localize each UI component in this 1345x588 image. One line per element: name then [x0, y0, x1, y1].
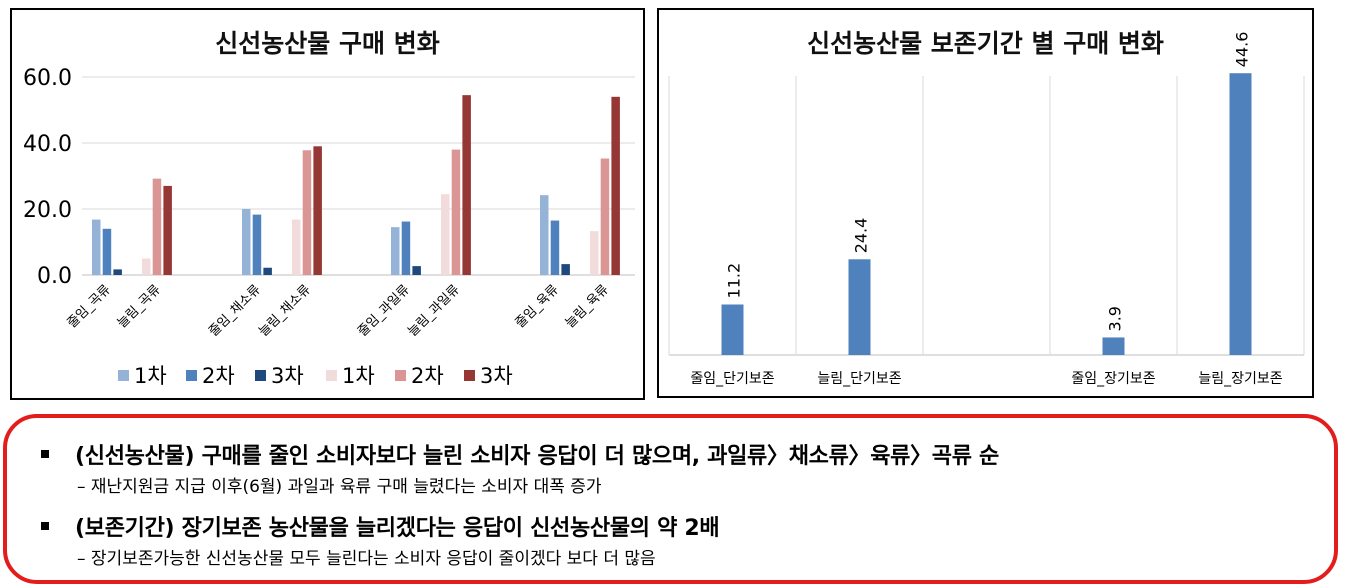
- bar-줄임_곡류-2차: [102, 228, 112, 275]
- legend-label: 2차: [202, 364, 235, 388]
- summary-box: (신선농산물) 구매를 줄인 소비자보다 늘린 소비자 응답이 더 많으며, 과…: [3, 414, 1338, 584]
- bar-늘림_과일류-2차: [451, 149, 461, 275]
- bar-늘림_채소류-3차: [313, 146, 322, 275]
- legend-label: 1차: [342, 364, 375, 388]
- bar-줄임_육류-2차: [550, 220, 560, 275]
- summary-point-2-sub: – 장기보존가능한 신선농산물 모두 늘린다는 소비자 응답이 줄이겠다 보다 …: [77, 549, 656, 569]
- bar-늘림_곡류-3차: [163, 185, 172, 275]
- data-label: 3.9: [1106, 306, 1125, 331]
- summary-point-1-text: (신선농산물) 구매를 줄인 소비자보다 늘린 소비자 응답이 더 많으며, 과…: [75, 444, 999, 469]
- summary-point-1-sub: – 재난지원금 지급 이후(6월) 과일과 육류 구매 늘렸다는 소비자 대폭 …: [77, 477, 602, 497]
- bar-늘림_육류-2차: [600, 158, 610, 275]
- bar-줄임_육류-1차: [540, 195, 549, 275]
- bar-줄임_장기보존: [1102, 337, 1125, 355]
- bar-줄임_채소류-2차: [252, 214, 262, 275]
- bar-줄임_채소류-3차: [263, 267, 272, 275]
- legend-swatch: [464, 370, 475, 381]
- legend-label: 2차: [411, 364, 444, 388]
- data-label: 24.4: [852, 218, 871, 254]
- x-category-label: 줄임_과일류: [355, 282, 413, 340]
- x-category-label: 늘림_육류: [563, 282, 612, 331]
- bar-늘림_육류-1차: [590, 231, 599, 275]
- legend-swatch: [186, 370, 197, 381]
- x-category-label: 늘림_과일류: [405, 282, 463, 340]
- x-category-label: 늘림_곡류: [115, 282, 164, 331]
- x-category-label: 줄임_채소류: [206, 282, 264, 340]
- right-chart-title: 신선농산물 보존기간 별 구매 변화: [807, 29, 1164, 58]
- summary-point-2-text: (보존기간) 장기보존 농산물을 늘리겠다는 응답이 신선농산물의 약 2배: [75, 516, 720, 541]
- legend-swatch: [395, 370, 406, 381]
- x-category-label: 줄임_단기보존: [690, 371, 774, 387]
- x-category-label: 늘림_채소류: [256, 282, 314, 340]
- data-label: 11.2: [725, 263, 744, 299]
- bar-늘림_채소류-2차: [302, 150, 312, 275]
- y-tick-label: 40.0: [23, 132, 72, 157]
- legend-swatch: [255, 370, 266, 381]
- bar-늘림_채소류-1차: [292, 219, 301, 275]
- x-category-label: 줄임_장기보존: [1071, 371, 1155, 387]
- y-tick-label: 20.0: [23, 198, 72, 223]
- legend-label: 3차: [480, 364, 513, 388]
- bar-늘림_과일류-3차: [462, 95, 471, 276]
- legend-label: 1차: [134, 364, 167, 388]
- bar-줄임_과일류-3차: [412, 266, 421, 275]
- bar-줄임_곡류-3차: [113, 269, 122, 275]
- bar-늘림_장기보존: [1229, 73, 1252, 355]
- x-category-label: 늘림_장기보존: [1198, 371, 1282, 387]
- y-tick-label: 60.0: [23, 66, 72, 91]
- right-chart-svg: 11.2 줄임_단기보존 24.4 늘림_단기보존 3.9 줄임_장기보존 44.6 늘림_장…: [668, 32, 1305, 387]
- legend-label: 3차: [271, 364, 304, 388]
- square-bullet-icon: [41, 450, 49, 458]
- summary-point-2: (보존기간) 장기보존 농산물을 늘리겠다는 응답이 신선농산물의 약 2배: [41, 510, 720, 542]
- right-chart-panel: 신선농산물 보존기간 별 구매 변화 11.2 줄임_단기보존 24.4 늘림_단기보…: [657, 8, 1314, 398]
- x-category-label: 줄임_곡류: [65, 282, 114, 331]
- bar-늘림_곡류-1차: [142, 258, 151, 275]
- left-chart-title: 신선농산물 구매 변화: [215, 29, 440, 58]
- legend-swatch: [118, 370, 129, 381]
- bar-줄임_곡류-1차: [92, 219, 101, 275]
- summary-point-1: (신선농산물) 구매를 줄인 소비자보다 늘린 소비자 응답이 더 많으며, 과…: [41, 438, 999, 470]
- x-category-label: 줄임_육류: [513, 282, 562, 331]
- bar-줄임_단기보존: [721, 304, 744, 355]
- bar-늘림_단기보존: [848, 259, 871, 355]
- square-bullet-icon: [41, 522, 49, 530]
- left-chart-panel: 신선농산물 구매 변화 60.0 40.0 20.0 0.0 줄임_곡류 늘림_곡류 줄임_…: [10, 8, 645, 400]
- bar-줄임_과일류-1차: [391, 227, 400, 275]
- bar-늘림_과일류-1차: [441, 194, 450, 275]
- bar-늘림_곡류-2차: [152, 178, 162, 275]
- bar-줄임_과일류-2차: [401, 221, 411, 275]
- bar-줄임_육류-3차: [561, 264, 570, 275]
- data-label: 44.6: [1233, 32, 1252, 68]
- legend-swatch: [326, 370, 337, 381]
- bar-줄임_채소류-1차: [242, 209, 251, 275]
- x-category-label: 늘림_단기보존: [817, 371, 901, 387]
- y-tick-label: 0.0: [37, 264, 72, 289]
- bar-늘림_육류-3차: [611, 96, 620, 275]
